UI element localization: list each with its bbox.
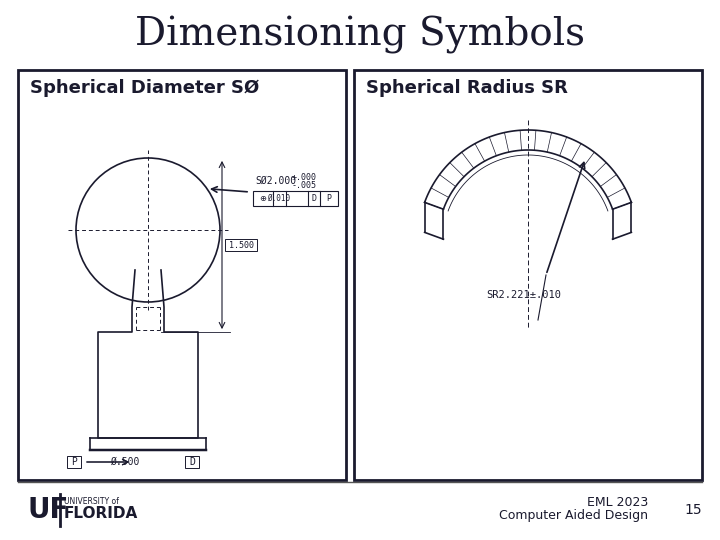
- Text: -.005: -.005: [292, 181, 317, 190]
- Text: ⊕: ⊕: [259, 194, 266, 203]
- Text: Dimensioning Symbols: Dimensioning Symbols: [135, 16, 585, 54]
- Text: 1.500: 1.500: [228, 240, 253, 249]
- Text: UNIVERSITY of: UNIVERSITY of: [64, 497, 119, 507]
- FancyBboxPatch shape: [354, 70, 702, 480]
- FancyBboxPatch shape: [18, 70, 346, 480]
- FancyBboxPatch shape: [67, 456, 81, 468]
- Text: EML 2023: EML 2023: [587, 496, 648, 509]
- Text: Ø.500: Ø.500: [110, 457, 140, 467]
- Text: D: D: [189, 457, 195, 467]
- Text: SØ2.000: SØ2.000: [255, 176, 296, 186]
- Text: 15: 15: [685, 503, 702, 517]
- FancyBboxPatch shape: [225, 239, 257, 251]
- Text: Spherical Diameter SØ: Spherical Diameter SØ: [30, 79, 259, 97]
- Text: SR2.221±.010: SR2.221±.010: [486, 290, 561, 300]
- Text: D: D: [312, 194, 317, 203]
- Text: FLORIDA: FLORIDA: [64, 507, 138, 522]
- Text: Computer Aided Design: Computer Aided Design: [499, 509, 648, 522]
- Text: P: P: [326, 194, 331, 203]
- Text: +.000: +.000: [292, 173, 317, 182]
- Text: UF: UF: [28, 496, 69, 524]
- FancyBboxPatch shape: [185, 456, 199, 468]
- Text: P: P: [71, 457, 77, 467]
- Text: Spherical Radius SR: Spherical Radius SR: [366, 79, 568, 97]
- Text: Ø.010: Ø.010: [267, 194, 291, 203]
- Bar: [253, 191, 338, 206]
